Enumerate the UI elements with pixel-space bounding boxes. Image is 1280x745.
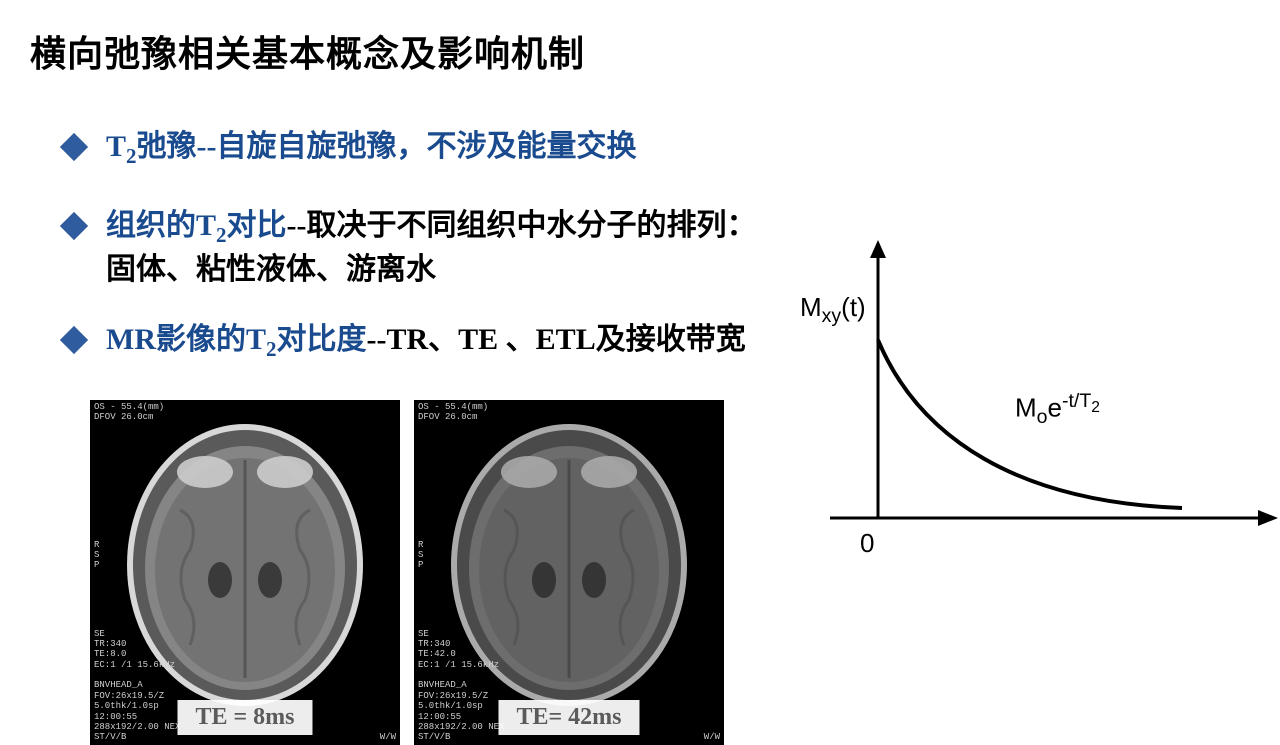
b3-hl: 对比度 <box>277 323 367 356</box>
y-axis-label: Mxy(t) <box>800 292 866 328</box>
scan-1: OS - 55.4(mm) DFOV 26.0cm R S P SE TR:34… <box>90 400 400 745</box>
scan-2-caption: TE= 42ms <box>498 700 639 735</box>
b2-sub: 2 <box>216 223 227 247</box>
slide-title: 横向弛豫相关基本概念及影响机制 <box>30 25 1250 77</box>
formula-label: Moe-t/T2 <box>1015 390 1100 429</box>
scan1-meta-ml: R S P <box>94 540 99 571</box>
scan1-meta-br: W/W <box>380 732 396 742</box>
b2-line2: 固体、粘性液体、游离水 <box>106 253 436 286</box>
b2-hl: 对比 <box>227 209 287 242</box>
scan-1-caption: TE = 8ms <box>177 700 312 735</box>
scan2-meta-br: W/W <box>704 732 720 742</box>
b2-prefix: 组织的T <box>106 209 216 242</box>
scan-1-image: OS - 55.4(mm) DFOV 26.0cm R S P SE TR:34… <box>90 400 400 745</box>
scan-2: OS - 55.4(mm) DFOV 26.0cm R S P SE TR:34… <box>414 400 724 745</box>
origin-label: 0 <box>860 528 874 559</box>
b1-prefix: T <box>106 130 126 163</box>
b3-rest: --TR、TE 、ETL及接收带宽 <box>367 323 746 356</box>
b2-rest: --取决于不同组织中水分子的排列： <box>287 209 757 242</box>
scan2-meta-bl: SE TR:340 TE:42.0 EC:1 /1 15.6kHz BNVHEA… <box>418 629 504 743</box>
diamond-icon <box>60 212 88 240</box>
bullet-1: T2弛豫--自旋自旋弛豫，不涉及能量交换 <box>64 127 1250 170</box>
diamond-icon <box>60 326 88 354</box>
bullet-2-text: 组织的T2对比--取决于不同组织中水分子的排列： 固体、粘性液体、游离水 <box>106 206 757 290</box>
slide: 横向弛豫相关基本概念及影响机制 T2弛豫--自旋自旋弛豫，不涉及能量交换 组织的… <box>0 0 1280 726</box>
scan1-meta-tl: OS - 55.4(mm) DFOV 26.0cm <box>94 402 164 423</box>
b1-hl: 弛豫--自旋自旋弛豫，不涉及能量交换 <box>137 130 637 163</box>
b1-sub: 2 <box>126 144 137 168</box>
diamond-icon <box>60 133 88 161</box>
scan2-meta-tl: OS - 55.4(mm) DFOV 26.0cm <box>418 402 488 423</box>
bullet-3-text: MR影像的T2对比度--TR、TE 、ETL及接收带宽 <box>106 320 746 363</box>
b3-prefix: MR影像的T <box>106 323 266 356</box>
b3-sub: 2 <box>266 337 277 361</box>
scan-2-image: OS - 55.4(mm) DFOV 26.0cm R S P SE TR:34… <box>414 400 724 745</box>
bullet-1-text: T2弛豫--自旋自旋弛豫，不涉及能量交换 <box>106 127 637 170</box>
decay-graph: Mxy(t) Moe-t/T2 0 <box>810 240 1280 580</box>
scan2-meta-ml: R S P <box>418 540 423 571</box>
scan1-meta-bl: SE TR:340 TE:8.0 EC:1 /1 15.6kHz BNVHEAD… <box>94 629 180 743</box>
